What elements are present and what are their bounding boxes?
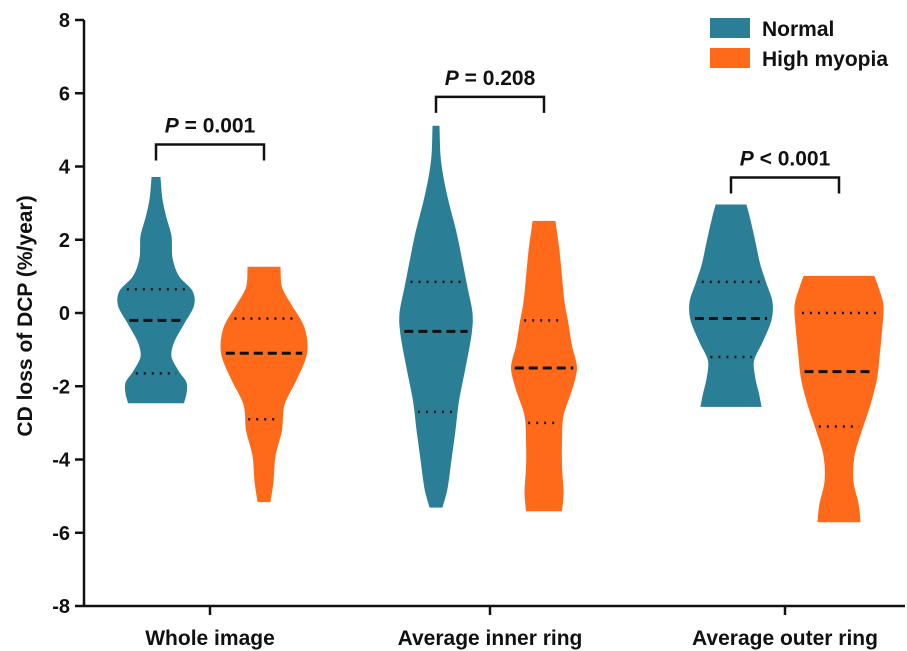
significance-bracket [729, 176, 841, 194]
annotation-layer: P = 0.001 P = 0.208 P < 0.001 [154, 67, 841, 194]
significance-bracket [434, 95, 546, 113]
p-value-label: P < 0.001 [740, 147, 831, 170]
y-tick-label: -4 [52, 450, 71, 472]
violin-normal [117, 177, 195, 404]
x-category-label: Whole image [145, 627, 275, 650]
violin-high-myopia [510, 220, 578, 512]
y-tick-label: -6 [52, 523, 70, 545]
legend-label: High myopia [762, 48, 888, 71]
legend-swatch [710, 48, 750, 68]
y-tick-label: 0 [59, 303, 70, 325]
significance-bracket [154, 143, 266, 161]
y-tick-label: -2 [52, 376, 70, 398]
y-axis-title: CD loss of DCP (%/year) [14, 195, 37, 436]
y-tick-label: -8 [52, 596, 70, 618]
legend-swatch [710, 18, 750, 38]
y-tick-label: 8 [59, 10, 70, 32]
violin-normal [689, 204, 773, 407]
x-category-label: Average outer ring [692, 627, 878, 650]
violin-normal [399, 125, 473, 508]
y-tick-label: 2 [59, 230, 70, 252]
p-value-label: P = 0.208 [445, 67, 536, 90]
violin-layer [117, 125, 884, 523]
x-category-label: Average inner ring [398, 627, 583, 650]
legend-label: Normal [762, 18, 834, 41]
y-tick-label: 6 [59, 83, 70, 105]
p-value-label: P = 0.001 [165, 115, 256, 138]
y-tick-label: 4 [59, 157, 71, 179]
legend: Normal High myopia [710, 18, 888, 71]
violin-high-myopia [220, 266, 308, 503]
violin-high-myopia [794, 275, 884, 523]
axis-layer: 8 6 4 2 0 -2 -4 -6 -8 Whole image Average inner ri… [52, 10, 905, 650]
